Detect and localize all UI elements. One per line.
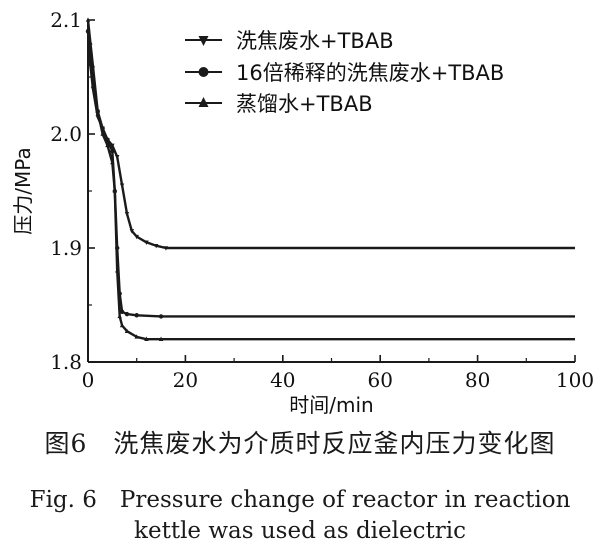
data-point bbox=[119, 322, 125, 328]
data-point bbox=[144, 336, 149, 341]
data-point bbox=[110, 143, 115, 149]
data-point bbox=[115, 155, 120, 160]
legend-label: 洗焦废水+TBAB bbox=[236, 29, 394, 53]
x-axis-label: 时间/min bbox=[289, 393, 373, 417]
data-point bbox=[95, 108, 100, 113]
legend-entry-1: 洗焦废水+TBAB bbox=[185, 29, 394, 53]
data-point bbox=[134, 334, 139, 339]
legend: 洗焦废水+TBAB 16倍稀释的洗焦废水+TBAB 蒸馏水+TBAB bbox=[185, 29, 504, 116]
data-point bbox=[90, 62, 96, 68]
series-line bbox=[86, 19, 575, 341]
data-point bbox=[110, 159, 115, 165]
data-point bbox=[119, 183, 125, 188]
y-tick-label: 1.8 bbox=[50, 350, 82, 374]
legend-label: 16倍稀释的洗焦废水+TBAB bbox=[236, 61, 504, 85]
data-point bbox=[105, 142, 110, 148]
x-tick-label: 0 bbox=[82, 368, 95, 392]
data-point bbox=[134, 234, 139, 240]
pressure-chart: 0 20 40 60 80 100 1.8 1.9 2.0 2.1 时间/min 压力/MPa 洗焦废… bbox=[11, 8, 594, 417]
data-point bbox=[119, 309, 125, 315]
x-tick-label: 20 bbox=[173, 368, 198, 392]
figure-caption-english-line1: Fig. 6 Pressure change of reactor in rea… bbox=[29, 487, 571, 513]
x-tick-label: 80 bbox=[465, 368, 490, 392]
data-point bbox=[198, 97, 209, 107]
x-tick-label: 40 bbox=[270, 368, 295, 392]
data-point bbox=[115, 268, 120, 273]
y-tick-label: 2.0 bbox=[50, 122, 82, 146]
data-point bbox=[198, 36, 209, 46]
figure-caption-chinese: 图6 洗焦废水为介质时反应釜内压力变化图 bbox=[44, 429, 556, 458]
y-axis-label: 压力/MPa bbox=[11, 147, 35, 234]
data-point bbox=[85, 17, 91, 22]
data-point bbox=[144, 240, 149, 245]
data-point bbox=[134, 313, 139, 318]
data-point bbox=[129, 229, 135, 234]
figure-caption-english-line2: kettle was used as dielectric bbox=[134, 518, 466, 544]
data-point bbox=[153, 243, 159, 249]
legend-entry-2: 16倍稀释的洗焦废水+TBAB bbox=[185, 61, 504, 85]
data-point bbox=[158, 336, 164, 341]
y-tick-label: 1.9 bbox=[50, 236, 82, 260]
data-point bbox=[124, 212, 130, 217]
data-point bbox=[88, 40, 93, 45]
y-tick-label: 2.1 bbox=[50, 8, 82, 32]
data-point bbox=[110, 148, 115, 154]
data-point bbox=[117, 313, 122, 319]
data-point bbox=[124, 328, 130, 333]
series-3 bbox=[85, 17, 575, 341]
x-tick-label: 100 bbox=[556, 368, 594, 392]
data-point bbox=[100, 131, 105, 136]
data-point bbox=[198, 67, 209, 77]
series-lines bbox=[85, 17, 575, 341]
data-point bbox=[112, 188, 117, 193]
x-tick-label: 60 bbox=[367, 368, 392, 392]
legend-entry-3: 蒸馏水+TBAB bbox=[185, 92, 373, 116]
data-point bbox=[163, 246, 169, 251]
data-point bbox=[124, 311, 130, 317]
axes: 0 20 40 60 80 100 1.8 1.9 2.0 2.1 时间/min 压力/MPa bbox=[11, 8, 594, 417]
data-point bbox=[158, 314, 164, 319]
legend-label: 蒸馏水+TBAB bbox=[236, 92, 373, 116]
